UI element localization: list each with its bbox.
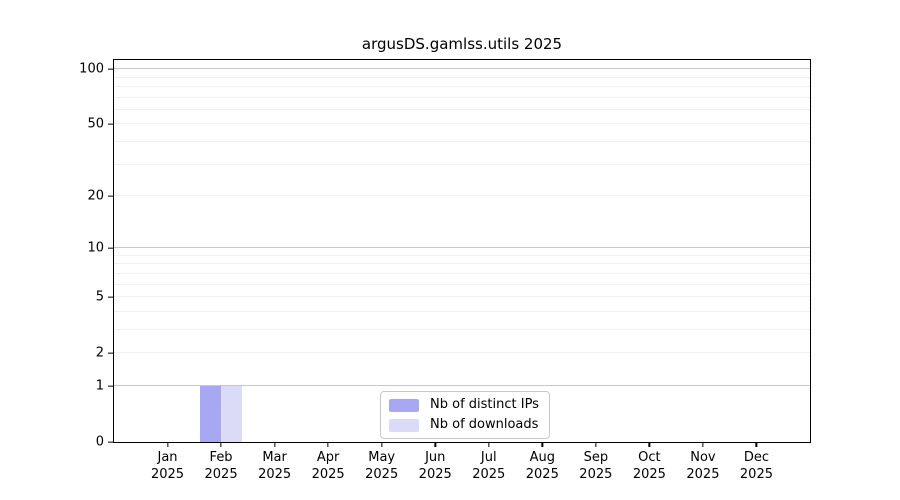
x-tick-label: Jul 2025 bbox=[472, 450, 506, 482]
x-tick-mark bbox=[702, 442, 704, 447]
x-tick-mark bbox=[648, 442, 651, 447]
legend-swatch-icon bbox=[389, 398, 419, 412]
gridline-minor bbox=[114, 108, 810, 110]
x-tick-label: May 2025 bbox=[365, 450, 399, 482]
gridline-major bbox=[114, 68, 810, 70]
y-tick-label: 0 bbox=[95, 434, 104, 450]
bar-nb-of-distinct-ips bbox=[199, 386, 221, 442]
legend-entry: Nb of downloads bbox=[389, 417, 539, 433]
x-tick-label: Nov 2025 bbox=[686, 450, 720, 482]
gridline-minor bbox=[114, 96, 810, 98]
legend: Nb of distinct IPs Nb of downloads bbox=[380, 391, 550, 439]
gridline-minor bbox=[114, 263, 810, 265]
gridline-minor bbox=[114, 76, 810, 78]
gridline-minor bbox=[114, 310, 810, 312]
legend-entry: Nb of distinct IPs bbox=[389, 397, 539, 413]
gridline-minor bbox=[114, 254, 810, 256]
gridline-minor bbox=[114, 352, 810, 354]
gridline-minor bbox=[114, 272, 810, 274]
gridline-minor bbox=[114, 328, 810, 330]
gridline-minor bbox=[114, 296, 810, 298]
x-tick-mark bbox=[273, 442, 276, 447]
x-tick-label: Jun 2025 bbox=[418, 450, 452, 482]
y-tick-label: 100 bbox=[79, 61, 104, 77]
x-tick-label: Feb 2025 bbox=[204, 450, 238, 482]
x-tick-mark bbox=[434, 442, 436, 447]
bar-nb-of-downloads bbox=[220, 386, 243, 442]
gridline-major bbox=[114, 247, 810, 249]
legend-label: Nb of downloads bbox=[430, 417, 539, 432]
gridline-minor bbox=[114, 140, 810, 142]
chart-title: argusDS.gamlss.utils 2025 bbox=[361, 35, 563, 53]
y-tick-mark bbox=[107, 247, 113, 249]
x-tick-mark bbox=[220, 442, 222, 447]
x-tick-label: Apr 2025 bbox=[311, 450, 345, 482]
y-tick-mark bbox=[107, 68, 113, 70]
x-tick-label: Sep 2025 bbox=[579, 450, 613, 482]
legend-swatch-icon bbox=[389, 418, 419, 432]
legend-label: Nb of distinct IPs bbox=[430, 397, 539, 412]
y-tick-mark bbox=[107, 352, 113, 354]
y-tick-mark bbox=[107, 195, 113, 197]
x-tick-mark bbox=[381, 442, 383, 447]
x-tick-label: Mar 2025 bbox=[258, 450, 292, 482]
gridline-minor bbox=[114, 283, 810, 285]
x-tick-mark bbox=[595, 442, 597, 447]
plot-area: 0 1 2 5 10 20 50 100 Jan 2025 Feb 2025 Mar 2025 Apr 202… bbox=[79, 59, 811, 482]
y-tick-mark bbox=[107, 385, 113, 387]
y-tick-mark bbox=[107, 123, 113, 125]
x-tick-mark bbox=[166, 442, 169, 447]
y-tick-mark bbox=[107, 441, 113, 443]
gridline-minor bbox=[114, 195, 810, 196]
y-tick-label: 50 bbox=[87, 116, 104, 132]
x-tick-label: Aug 2025 bbox=[525, 450, 559, 482]
x-tick-mark bbox=[541, 442, 543, 447]
x-tick-mark bbox=[327, 442, 329, 447]
x-tick-label: Dec 2025 bbox=[739, 450, 773, 482]
y-tick-label: 10 bbox=[87, 240, 104, 256]
y-tick-label: 20 bbox=[87, 188, 104, 204]
x-tick-mark bbox=[488, 442, 490, 447]
gridline-minor bbox=[114, 163, 810, 165]
y-tick-label: 2 bbox=[95, 345, 104, 361]
gridline-major bbox=[114, 385, 810, 386]
y-tick-label: 5 bbox=[95, 289, 104, 305]
gridline-minor bbox=[114, 85, 810, 87]
y-tick-label: 1 bbox=[95, 378, 104, 394]
x-tick-label: Oct 2025 bbox=[632, 450, 666, 482]
x-tick-mark bbox=[755, 442, 758, 447]
y-tick-mark bbox=[107, 296, 113, 298]
gridline-minor bbox=[114, 123, 810, 125]
x-tick-label: Jan 2025 bbox=[150, 450, 185, 482]
